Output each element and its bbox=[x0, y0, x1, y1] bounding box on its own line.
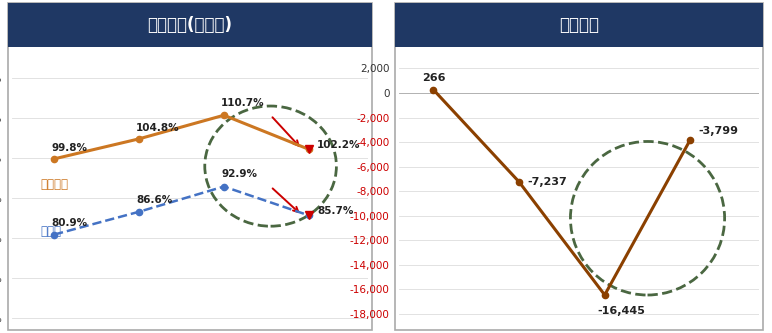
Text: 266: 266 bbox=[422, 73, 445, 83]
Text: 합산비율: 합산비율 bbox=[40, 178, 68, 191]
Text: 85.7%: 85.7% bbox=[317, 206, 354, 216]
Text: -7,237: -7,237 bbox=[527, 176, 567, 186]
Text: -16,445: -16,445 bbox=[598, 306, 645, 316]
Text: 80.9%: 80.9% bbox=[51, 218, 87, 228]
Text: 110.7%: 110.7% bbox=[221, 98, 265, 108]
Text: 영업손익: 영업손익 bbox=[559, 16, 599, 34]
Text: -3,799: -3,799 bbox=[699, 126, 739, 136]
Text: 86.6%: 86.6% bbox=[136, 195, 172, 205]
Text: 92.9%: 92.9% bbox=[221, 169, 257, 179]
Text: 104.8%: 104.8% bbox=[136, 123, 180, 133]
Text: 99.8%: 99.8% bbox=[51, 143, 87, 153]
Text: 합산비율(손해율): 합산비율(손해율) bbox=[147, 16, 232, 34]
Text: 102.2%: 102.2% bbox=[317, 140, 361, 150]
Text: 손해율: 손해율 bbox=[40, 225, 61, 238]
